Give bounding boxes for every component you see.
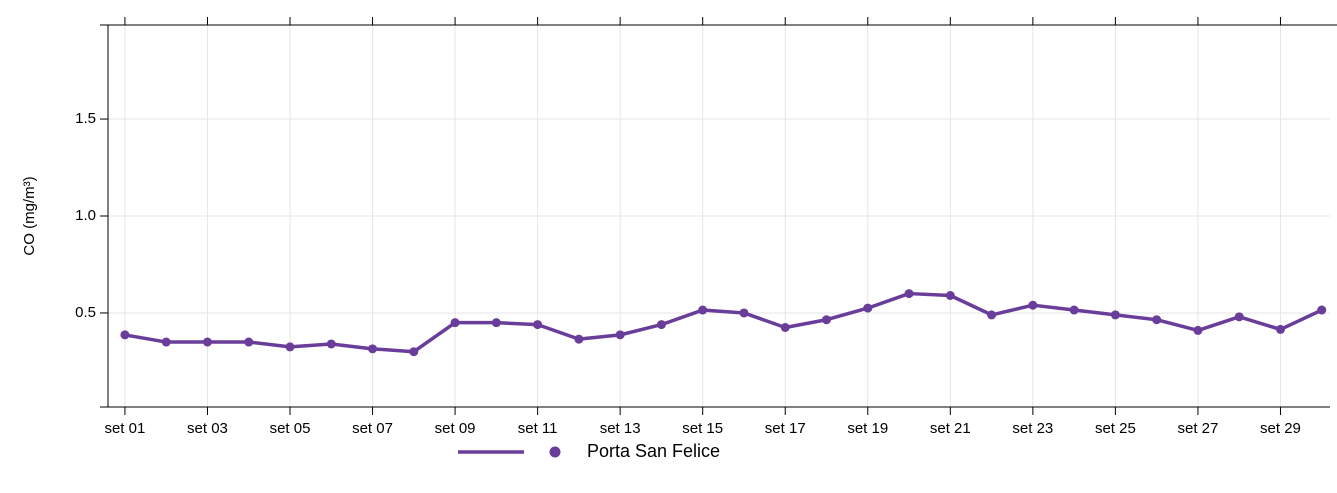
- x-tick-label: set 21: [930, 420, 971, 437]
- point: [1234, 312, 1244, 322]
- legend-dot: [549, 446, 561, 458]
- point: [533, 320, 543, 330]
- x-tick-label: set 05: [270, 420, 311, 437]
- x-tick-label: set 03: [187, 420, 228, 437]
- line: [124, 291, 1323, 354]
- x-tick-label: set 09: [435, 420, 476, 437]
- point: [1152, 315, 1162, 325]
- x-tick-label: set 13: [600, 420, 641, 437]
- point: [780, 322, 790, 332]
- point: [656, 320, 666, 330]
- point: [822, 315, 832, 325]
- point: [904, 289, 914, 299]
- y-tick-label: 0.5: [75, 304, 96, 321]
- point: [739, 308, 749, 318]
- x-tick-label: set 27: [1177, 420, 1218, 437]
- point: [285, 342, 295, 352]
- point: [574, 334, 584, 344]
- point: [1110, 310, 1120, 320]
- x-tick-label: set 17: [765, 420, 806, 437]
- legend-label: Porta San Felice: [587, 441, 720, 461]
- point: [450, 318, 460, 328]
- point: [1275, 324, 1285, 334]
- point: [1069, 305, 1079, 315]
- x-tick-label: set 23: [1012, 420, 1053, 437]
- point: [244, 337, 254, 347]
- y-axis-label: CO (mg/m³): [21, 176, 38, 255]
- y-tick-label: 1.5: [75, 110, 96, 127]
- x-tick-label: set 19: [847, 420, 888, 437]
- x-tick-label: set 15: [682, 420, 723, 437]
- point: [161, 337, 171, 347]
- point: [202, 337, 212, 347]
- point: [615, 330, 625, 340]
- point: [120, 330, 130, 340]
- point: [1193, 325, 1203, 335]
- x-tick-label: set 11: [518, 420, 558, 437]
- x-tick-label: set 07: [352, 420, 393, 437]
- point: [491, 318, 501, 328]
- x-tick-label: set 29: [1260, 420, 1301, 437]
- x-tick-label: set 25: [1095, 420, 1136, 437]
- point: [945, 291, 955, 301]
- point: [698, 305, 708, 315]
- point: [368, 344, 378, 354]
- y-tick-label: 1.0: [75, 207, 96, 224]
- point: [987, 310, 997, 320]
- point: [409, 347, 419, 357]
- point: [1317, 305, 1327, 315]
- point: [863, 303, 873, 313]
- x-tick-label: set 01: [104, 420, 145, 437]
- point: [1028, 300, 1038, 310]
- point: [326, 339, 336, 349]
